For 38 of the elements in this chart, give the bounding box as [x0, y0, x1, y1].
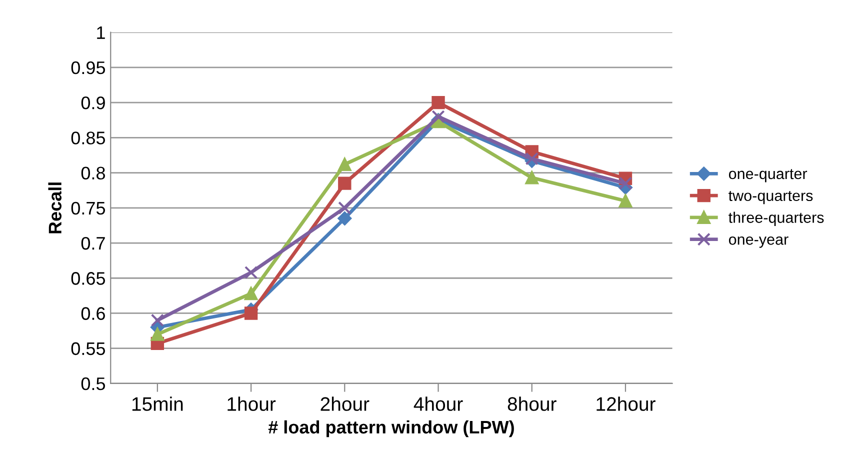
x-tick-label: 4hour — [414, 396, 463, 411]
point — [244, 306, 258, 320]
y-tick-label: 0.65 — [71, 272, 106, 285]
y-tick-label: 0.5 — [81, 377, 106, 390]
x-tick-label: 12hour — [596, 396, 656, 411]
x-axis-title: # load pattern window (LPW) — [268, 420, 514, 438]
point — [618, 194, 632, 208]
legend-label: one-quarter — [728, 169, 808, 182]
legend-label: one-year — [728, 236, 788, 248]
x-tick-label: 15min — [132, 396, 183, 411]
y-tick-label: 0.7 — [81, 236, 105, 250]
point — [338, 201, 352, 214]
point — [432, 96, 445, 110]
point — [150, 314, 164, 327]
y-tick-label: 0.9 — [81, 96, 105, 110]
point — [244, 286, 258, 300]
y-axis-title: Recall — [48, 182, 62, 234]
legend-label: two-quarters — [728, 191, 813, 204]
x-tick-label: 1hour — [228, 396, 276, 411]
point — [244, 266, 258, 280]
point — [150, 328, 164, 341]
x-tick-label: 8hour — [508, 396, 556, 411]
y-tick-label: 0.85 — [71, 132, 106, 144]
point — [338, 176, 352, 190]
y-tick-label: 0.6 — [81, 307, 105, 320]
legend-label: three-quarters — [728, 212, 824, 226]
point — [338, 158, 352, 171]
y-tick-label: 0.55 — [71, 342, 106, 356]
point — [525, 152, 538, 166]
point — [618, 176, 632, 190]
y-tick-label: 0.95 — [71, 61, 106, 74]
y-tick-label: 1 — [97, 26, 105, 39]
point — [525, 171, 538, 184]
y-tick-label: 0.8 — [81, 166, 105, 180]
point — [338, 211, 352, 226]
y-tick-label: 0.75 — [71, 202, 106, 215]
point — [432, 110, 445, 124]
x-tick-label: 2hour — [320, 396, 370, 411]
